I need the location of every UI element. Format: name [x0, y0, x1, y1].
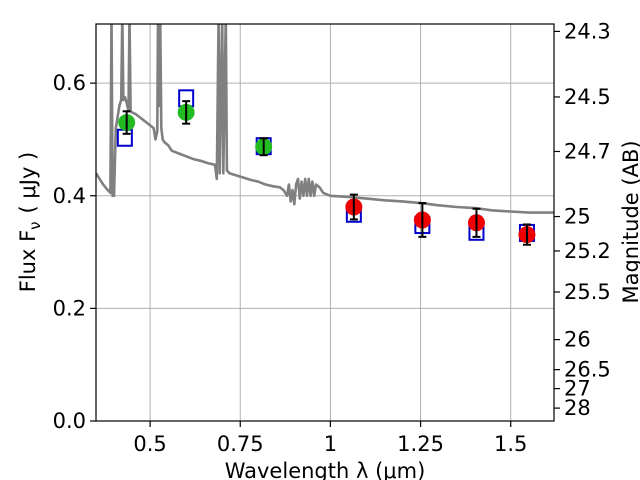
- x-tick-label: 0.5: [133, 432, 166, 456]
- spectrum-line: [96, 24, 554, 214]
- y2-tick-label: 28: [564, 396, 591, 420]
- x-axis-label: Wavelength λ (μm): [225, 459, 426, 480]
- x-tick-label: 1.5: [494, 432, 527, 456]
- y-axis-label-subscript: ν: [26, 221, 44, 229]
- model-point: [116, 128, 133, 147]
- observed-photometry: [118, 100, 536, 246]
- y2-tick-label: 26.5: [564, 358, 611, 382]
- y2-tick-label: 24.3: [564, 19, 611, 43]
- y-tick-label: 0.2: [53, 296, 86, 320]
- y-axis-label: Flux Fν ( μJy ): [16, 152, 44, 293]
- x-tick-label: 0.75: [217, 432, 264, 456]
- y-axis-label-unit: ( μJy ): [16, 152, 40, 214]
- y-axis-label-main: Flux F: [16, 230, 40, 292]
- y2-tick-label: 27: [564, 377, 591, 401]
- y2-tick-label: 25.5: [564, 280, 611, 304]
- y-tick-label: 0.4: [53, 184, 86, 208]
- plot-frame: [95, 23, 555, 422]
- y2-axis-label: Magnitude (AB): [619, 140, 640, 303]
- y-tick-label: 0.6: [53, 71, 86, 95]
- x-tick-label: 1: [324, 432, 337, 456]
- y2-tick-label: 26: [564, 328, 591, 352]
- y-tick-label: 0.0: [53, 409, 86, 433]
- y2-tick-label: 25.2: [564, 239, 611, 263]
- model-spectrum: [96, 24, 554, 214]
- y2-tick-label: 24.5: [564, 85, 611, 109]
- y-axis: 0.0 0.2 0.4 0.6: [53, 71, 96, 433]
- y2-tick-label: 25: [564, 205, 591, 229]
- x-tick-label: 1.25: [397, 432, 444, 456]
- grid: [96, 24, 554, 422]
- y2-tick-label: 24.7: [564, 139, 611, 163]
- x-axis: 0.5 0.75 1 1.25 1.5: [133, 421, 527, 456]
